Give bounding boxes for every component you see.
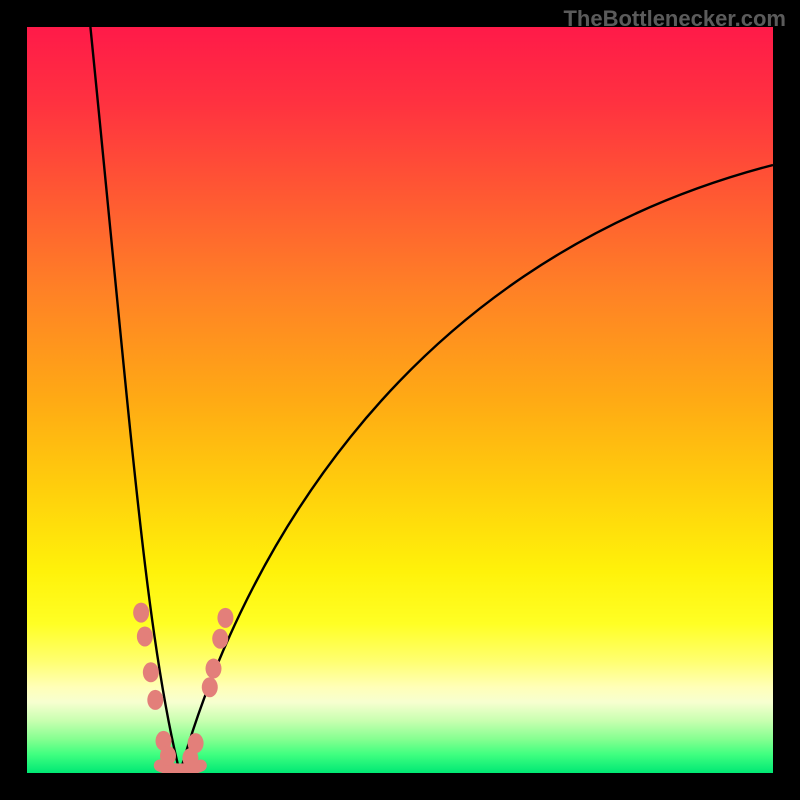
marker-left-3 [147, 690, 163, 710]
gradient-background [27, 27, 773, 773]
marker-left-2 [143, 662, 159, 682]
marker-left-0 [133, 603, 149, 623]
bottleneck-chart [27, 27, 773, 773]
marker-left-1 [137, 626, 153, 646]
marker-right-3 [206, 659, 222, 679]
watermark-text: TheBottlenecker.com [563, 6, 786, 32]
marker-right-1 [188, 733, 204, 753]
outer-frame [0, 0, 800, 800]
marker-right-2 [202, 677, 218, 697]
marker-left-5 [160, 746, 176, 766]
plot-area [27, 27, 773, 773]
marker-right-5 [217, 608, 233, 628]
marker-right-4 [212, 629, 228, 649]
